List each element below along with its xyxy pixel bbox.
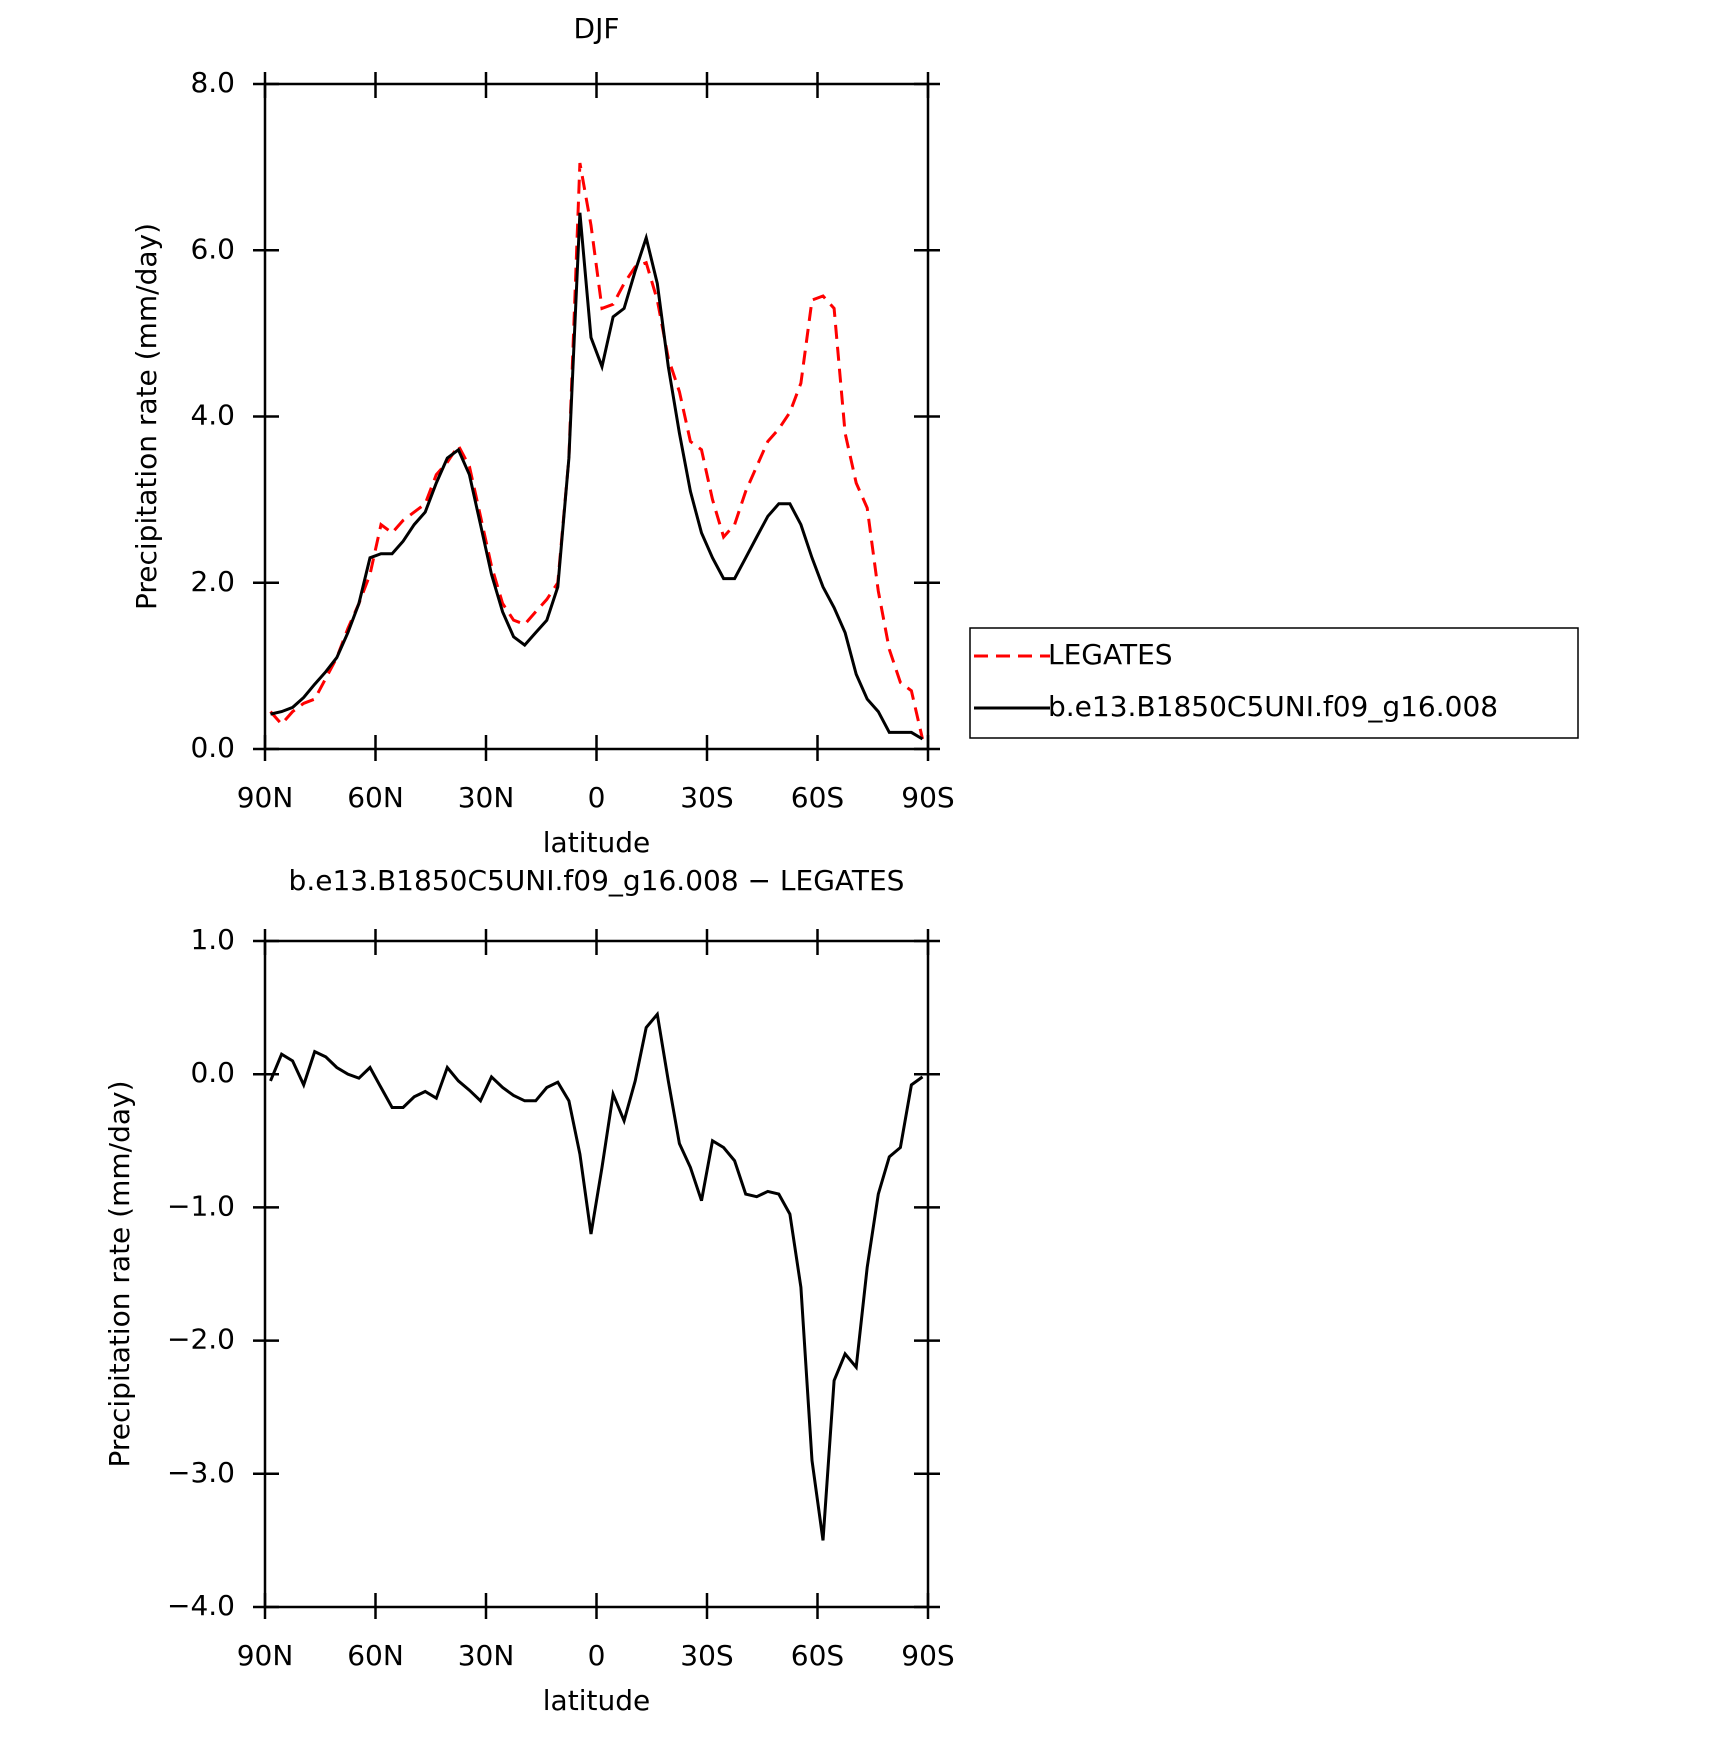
y-tick-label: 6.0 (190, 232, 235, 265)
y-tick-label: 2.0 (190, 565, 235, 598)
x-tick-label: 60N (347, 1639, 404, 1672)
x-tick-label: 90N (237, 1639, 294, 1672)
y-axis-label: Precipitation rate (mm/day) (103, 1080, 136, 1467)
series-line (270, 212, 924, 741)
plot-frame (263, 939, 930, 1609)
x-tick-label: 30N (458, 781, 515, 814)
x-tick-label: 30S (680, 1639, 733, 1672)
x-tick-label: 0 (588, 781, 606, 814)
series-line (269, 1010, 924, 1541)
y-tick-label: 0.0 (190, 731, 235, 764)
y-tick-label: −1.0 (167, 1189, 235, 1222)
x-tick-label: 60N (347, 781, 404, 814)
x-tick-label: 0 (588, 1639, 606, 1672)
x-tick-label: 90S (901, 1639, 954, 1672)
y-tick-label: −2.0 (167, 1323, 235, 1356)
x-tick-label: 90N (237, 781, 294, 814)
x-axis-label: latitude (543, 1684, 650, 1717)
y-tick-label: −4.0 (167, 1589, 235, 1622)
legend-box (969, 627, 1579, 739)
x-tick-label: 90S (901, 781, 954, 814)
y-tick-label: −3.0 (167, 1456, 235, 1489)
x-tick-label: 30S (680, 781, 733, 814)
x-tick-label: 30N (458, 1639, 515, 1672)
legend-label: b.e13.B1850C5UNI.f09_g16.008 (1048, 690, 1498, 723)
y-tick-label: 8.0 (190, 66, 235, 99)
y-tick-label: 0.0 (190, 1056, 235, 1089)
x-tick-label: 60S (791, 781, 844, 814)
y-tick-label: 4.0 (190, 399, 235, 432)
plot-frame (263, 82, 930, 751)
x-tick-label: 60S (791, 1639, 844, 1672)
chart-title: b.e13.B1850C5UNI.f09_g16.008 − LEGATES (289, 864, 905, 897)
x-axis-label: latitude (543, 826, 650, 859)
y-tick-label: 1.0 (190, 923, 235, 956)
series-line (269, 162, 924, 740)
chart-title: DJF (574, 12, 620, 45)
legend-label: LEGATES (1048, 638, 1173, 671)
y-axis-label: Precipitation rate (mm/day) (130, 223, 163, 610)
